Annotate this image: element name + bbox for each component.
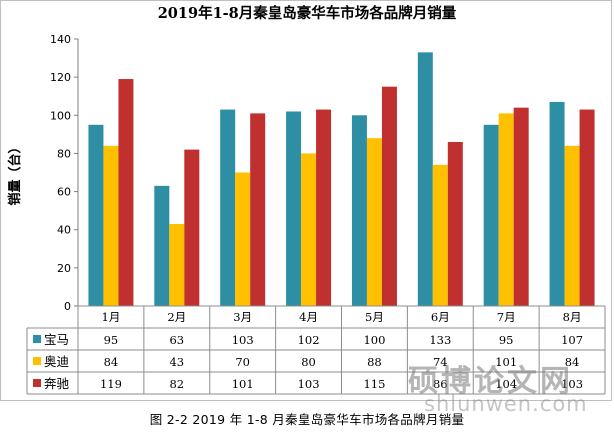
bar: [301, 153, 317, 306]
x-tick-label: 1月: [102, 310, 121, 324]
data-label: 88: [367, 355, 382, 369]
legend-label: 奔驰: [44, 376, 70, 391]
y-tick-label: 40: [57, 224, 71, 237]
x-tick-label: 5月: [365, 310, 384, 324]
data-label: 107: [561, 333, 583, 347]
data-label: 70: [235, 355, 250, 369]
data-label: 84: [565, 355, 580, 369]
x-tick-label: 7月: [497, 310, 516, 324]
bar: [549, 101, 565, 306]
x-tick-label: 3月: [233, 310, 252, 324]
data-label: 104: [495, 377, 517, 391]
bar: [118, 79, 134, 306]
data-label: 95: [499, 333, 514, 347]
x-tick-label: 2月: [167, 310, 186, 324]
data-label: 103: [298, 377, 320, 391]
legend-label: 奥迪: [44, 354, 69, 369]
data-label: 82: [169, 377, 184, 391]
bar: [447, 141, 463, 306]
bar: [417, 52, 433, 306]
data-label: 133: [429, 333, 451, 347]
data-label: 63: [169, 333, 184, 347]
data-label: 43: [169, 355, 184, 369]
data-label: 119: [100, 377, 122, 391]
bar: [498, 113, 514, 306]
legend-label: 宝马: [44, 332, 69, 347]
bars: [88, 52, 595, 307]
y-tick-label: 60: [57, 186, 71, 199]
bar: [351, 115, 367, 307]
bar: [366, 138, 382, 306]
data-label: 100: [363, 333, 385, 347]
data-label: 103: [232, 333, 254, 347]
bar: [513, 107, 529, 307]
y-tick-label: 20: [57, 262, 71, 275]
data-label: 84: [104, 355, 119, 369]
data-label: 74: [433, 355, 448, 369]
bar: [169, 223, 185, 306]
bar: [103, 145, 119, 306]
chart-title: 2019年1-8月秦皇岛豪华车市场各品牌月销量: [158, 4, 457, 22]
chart-frame: 2019年1-8月秦皇岛豪华车市场各品牌月销量 0 20 40 60 80 100 120 1…: [0, 0, 612, 401]
y-axis-label: 销量（台）: [7, 140, 23, 205]
bar: [220, 109, 236, 306]
data-label: 102: [298, 333, 320, 347]
data-label: 101: [495, 355, 517, 369]
data-label: 115: [363, 377, 385, 391]
y-tick-label: 140: [50, 33, 71, 46]
data-label: 101: [232, 377, 254, 391]
bar: [250, 113, 266, 306]
legend-swatch: [33, 379, 41, 387]
y-tick-label: 80: [57, 147, 71, 160]
data-label: 86: [433, 377, 448, 391]
bar: [286, 111, 302, 306]
bar: [316, 109, 332, 306]
bar: [235, 172, 251, 306]
bar: [154, 185, 170, 306]
data-label: 80: [301, 355, 316, 369]
data-label: 103: [561, 377, 583, 391]
y-tick-label: 120: [50, 71, 71, 84]
bar: [184, 149, 200, 306]
bar: [432, 164, 448, 306]
x-tick-label: 8月: [563, 310, 582, 324]
x-tick-label: 4月: [299, 310, 318, 324]
y-tick-label: 0: [64, 300, 71, 313]
y-axis: 0 20 40 60 80 100 120 140: [50, 33, 79, 313]
figure-caption: 图 2-2 2019 年 1-8 月秦皇岛豪华车市场各品牌月销量: [149, 412, 465, 427]
legend-swatch: [33, 357, 41, 365]
x-tick-label: 6月: [431, 310, 450, 324]
bar: [381, 86, 397, 306]
bar: [579, 109, 595, 306]
legend-swatch: [33, 335, 41, 343]
bar-chart: 2019年1-8月秦皇岛豪华车市场各品牌月销量 0 20 40 60 80 100 120 1…: [7, 4, 606, 395]
bar: [88, 124, 104, 306]
y-tick-label: 100: [50, 109, 71, 122]
data-label: 95: [104, 333, 119, 347]
bar: [564, 145, 580, 306]
bar: [483, 124, 499, 306]
